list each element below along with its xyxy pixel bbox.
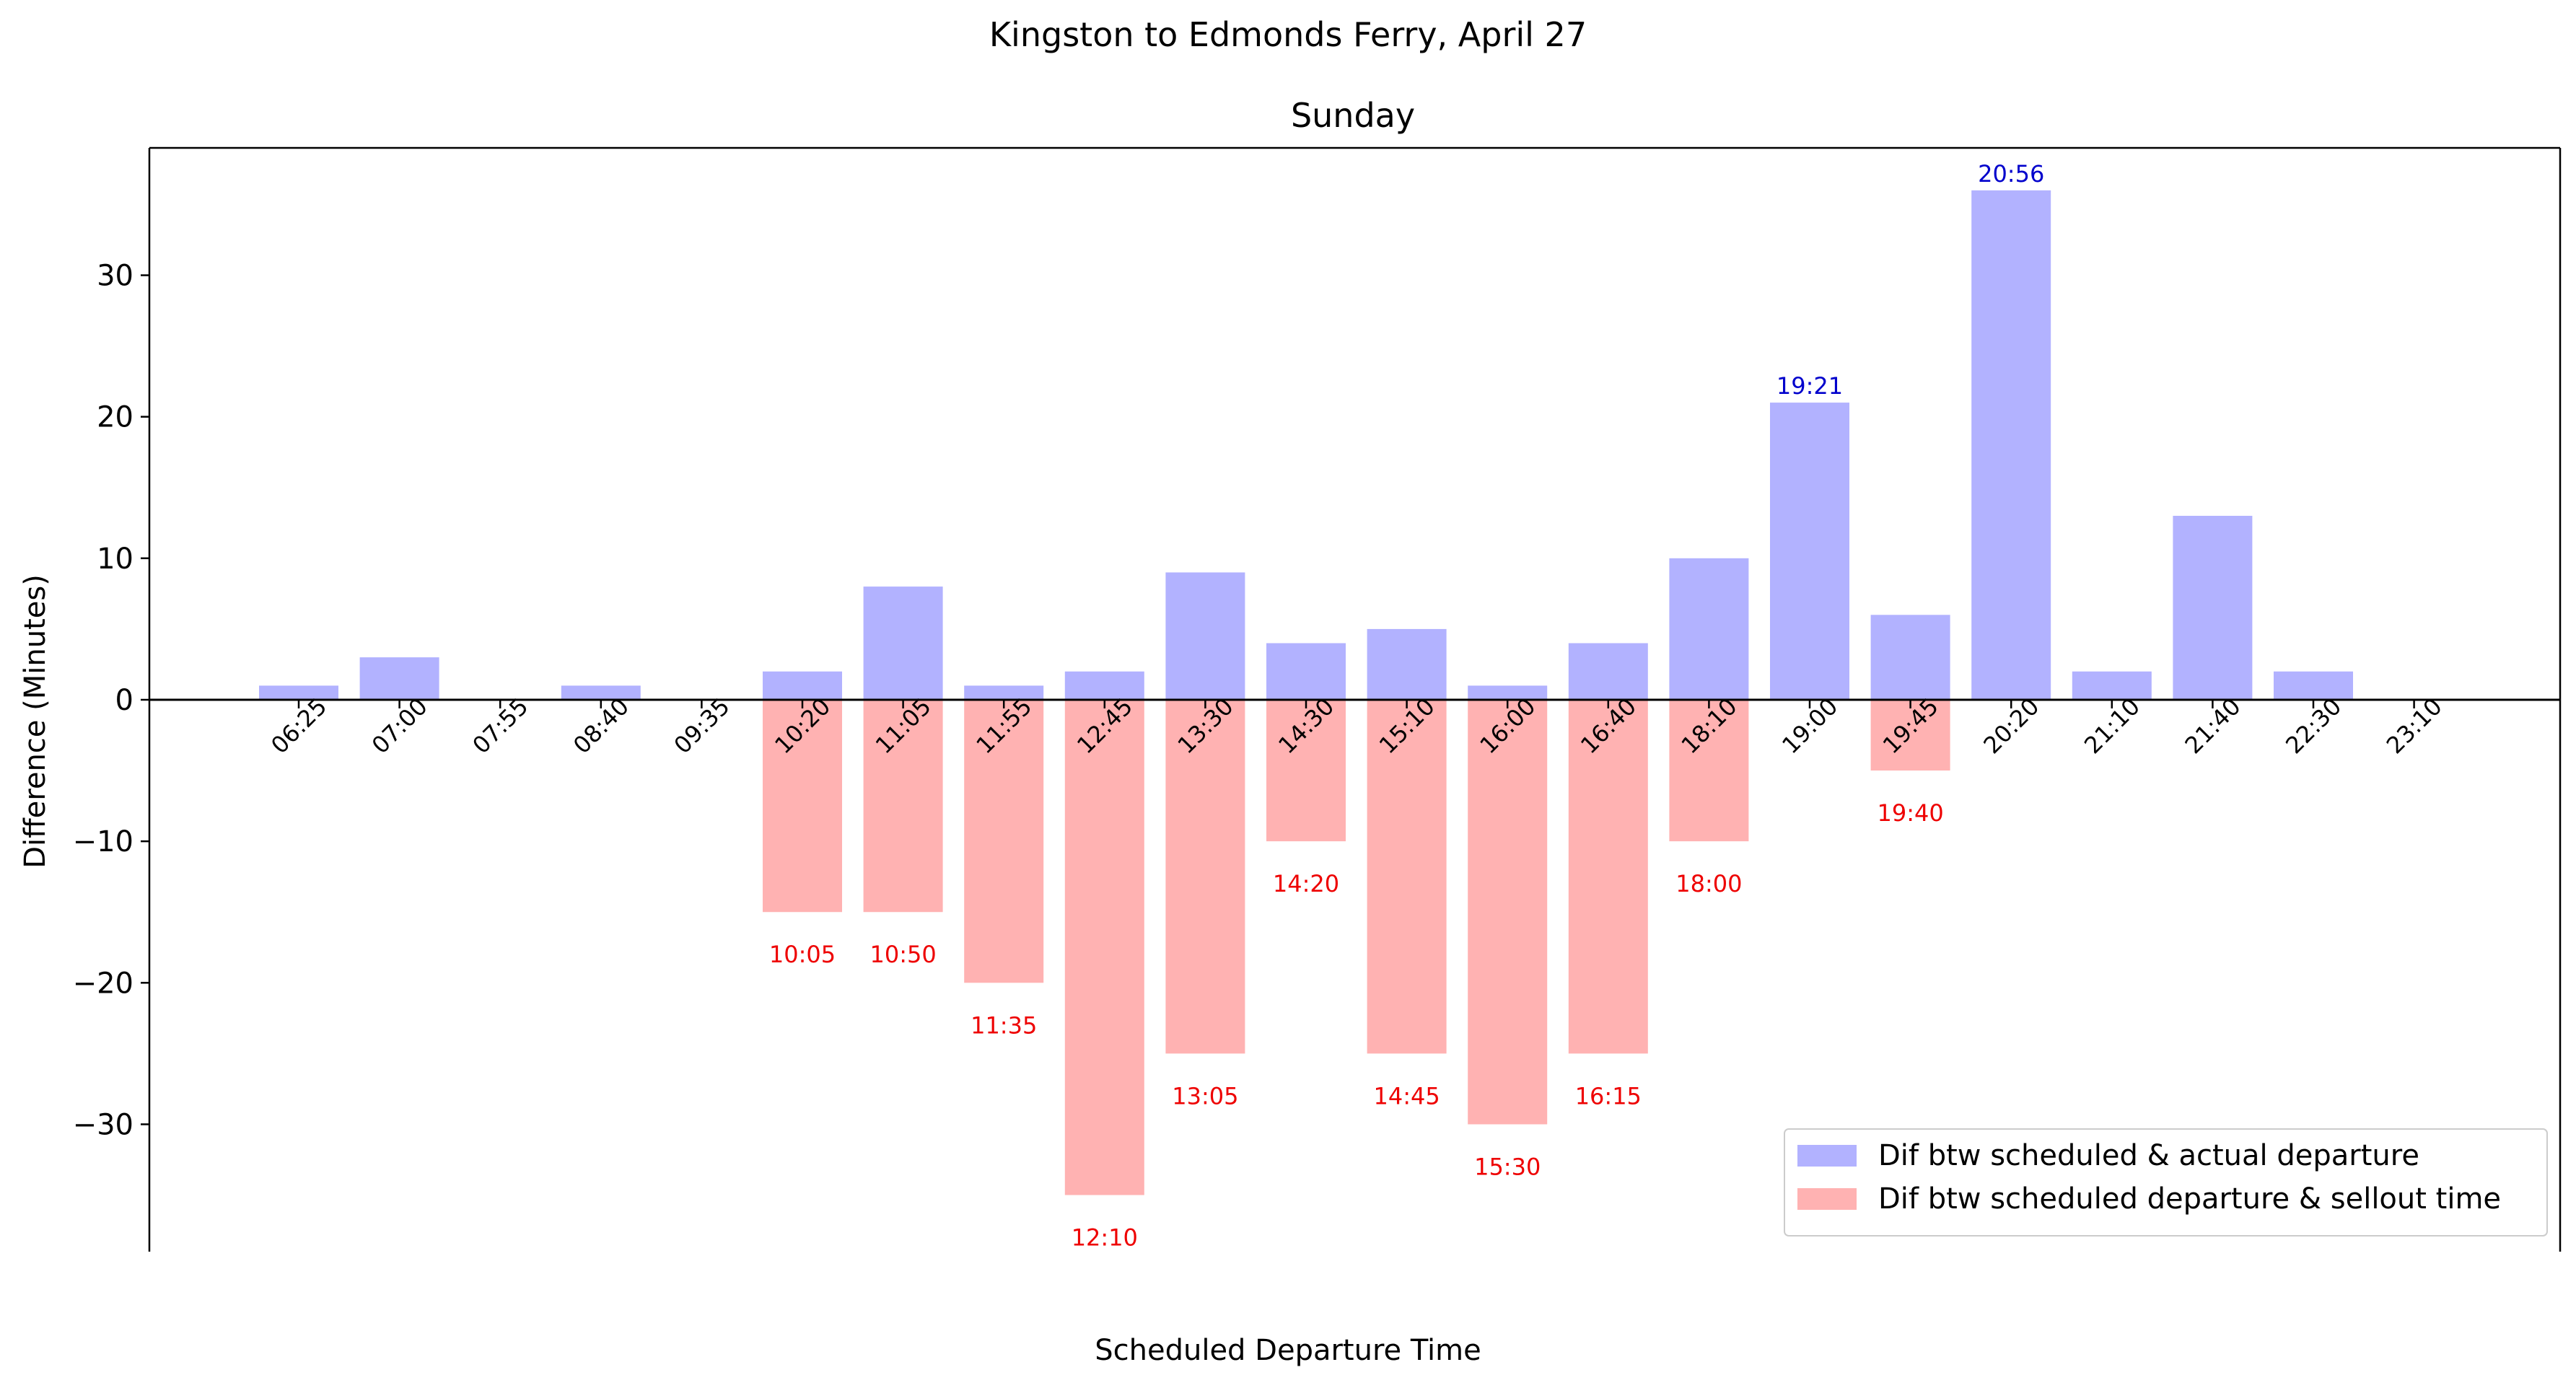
bar-sellout-12:45 [1064,700,1144,1195]
bar-sellout-19:45 [1870,700,1950,771]
bar-actual-16:40 [1568,643,1648,700]
annotation-sellout: 18:00 [1675,870,1742,897]
bar-actual-12:45 [1064,671,1144,700]
annotation-sellout: 19:40 [1877,799,1943,827]
annotation-sellout: 14:45 [1373,1082,1440,1110]
bars-group [259,190,2353,1195]
bar-actual-08:40 [561,685,641,700]
y-tick-label: 10 [97,543,133,576]
bar-actual-19:45 [1870,615,1950,700]
y-tick-label: 30 [97,260,133,293]
bar-actual-06:25 [259,685,338,700]
bar-actual-14:30 [1266,643,1346,700]
annotation-sellout: 14:20 [1273,870,1339,897]
y-tick-label: −20 [73,967,133,1000]
annotation-sellout: 12:10 [1072,1224,1138,1252]
annotation-sellout: 10:50 [869,941,936,968]
bar-sellout-18:10 [1669,700,1749,842]
annotation-actual: 19:21 [1777,372,1843,400]
bar-actual-18:10 [1669,558,1749,700]
legend: Dif btw scheduled & actual departure Dif … [1784,1128,2548,1237]
legend-box [1784,1128,2548,1237]
bar-actual-21:40 [2173,516,2253,700]
legend-swatch [1797,1188,1857,1210]
bar-sellout-10:20 [763,700,842,913]
legend-swatch [1797,1145,1857,1167]
bar-sellout-16:00 [1468,700,1548,1125]
chart-suptitle: Kingston to Edmonds Ferry, April 27 [989,15,1587,54]
bar-sellout-14:30 [1266,700,1346,842]
annotation-sellout: 13:05 [1172,1082,1238,1110]
annotation-sellout: 15:30 [1474,1153,1541,1180]
bar-actual-15:10 [1367,628,1447,700]
bar-actual-11:05 [863,587,943,700]
chart-title: Sunday [1291,96,1415,135]
x-axis-label: Scheduled Departure Time [1095,1334,1481,1367]
bar-actual-07:00 [359,657,439,700]
bar-actual-13:30 [1165,572,1245,700]
bar-actual-16:00 [1468,685,1548,700]
bar-actual-11:55 [964,685,1044,700]
annotation-sellout: 10:05 [769,941,836,968]
bar-sellout-16:40 [1568,700,1648,1054]
bar-actual-19:00 [1770,403,1849,700]
legend-label: Dif btw scheduled departure & sellout ti… [1878,1182,2501,1216]
bar-sellout-15:10 [1367,700,1447,1054]
y-tick-label: 20 [97,401,133,434]
y-tick-label: −30 [73,1108,133,1141]
y-tick-label: −10 [73,825,133,858]
bar-actual-10:20 [763,671,842,700]
y-axis-label: Difference (Minutes) [19,574,52,869]
y-tick-label: 0 [115,684,133,717]
bar-sellout-13:30 [1165,700,1245,1054]
bar-actual-20:20 [1971,190,2051,700]
bar-sellout-11:05 [863,700,943,913]
annotation-sellout: 16:15 [1575,1082,1642,1110]
bar-actual-21:10 [2072,671,2152,700]
annotation-actual: 20:56 [1978,160,2044,188]
annotation-sellout: 11:35 [971,1011,1037,1039]
bar-actual-22:30 [2274,671,2353,700]
bar-sellout-11:55 [964,700,1044,983]
legend-label: Dif btw scheduled & actual departure [1878,1139,2419,1172]
